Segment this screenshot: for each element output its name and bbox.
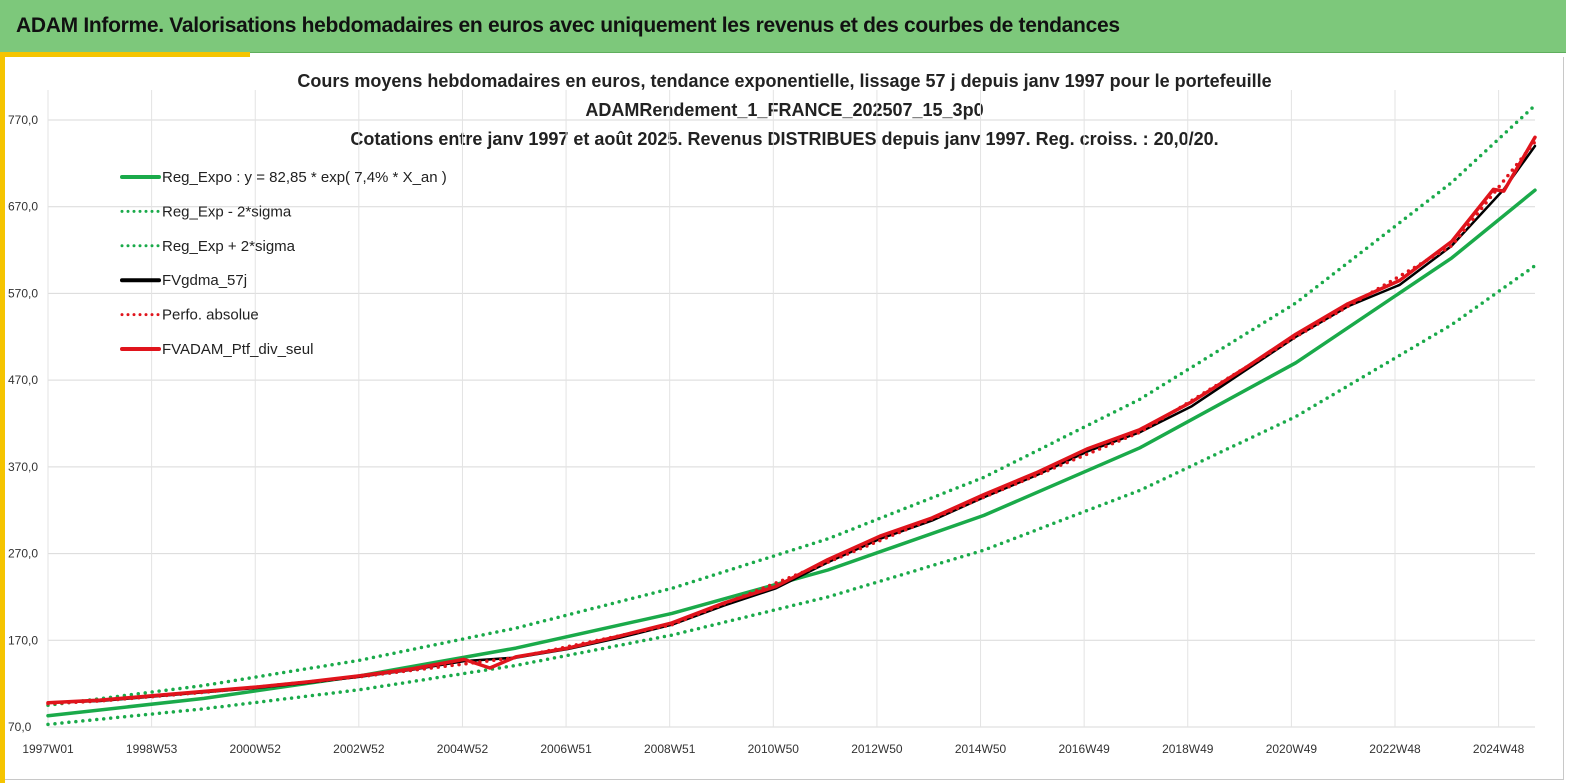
x-tick-label: 2018W49 bbox=[1162, 742, 1214, 756]
series-line-0 bbox=[46, 188, 1537, 718]
series-line-1 bbox=[46, 263, 1537, 727]
legend-label: FVADAM_Ptf_div_seul bbox=[162, 341, 313, 358]
legend-label: Reg_Expo : y = 82,85 * exp( 7,4% * X_an … bbox=[162, 169, 447, 186]
legend-label: Reg_Exp - 2*sigma bbox=[162, 203, 292, 220]
x-tick-label: 2004W52 bbox=[437, 742, 489, 756]
header-bar: ADAM Informe. Valorisations hebdomadaire… bbox=[0, 0, 1566, 53]
x-tick-label: 2016W49 bbox=[1058, 742, 1110, 756]
y-tick-label: 570,0 bbox=[8, 286, 38, 300]
x-tick-label: 2020W49 bbox=[1266, 742, 1318, 756]
x-tick-label: 2006W51 bbox=[540, 742, 592, 756]
chart-title-line-1: Cours moyens hebdomadaires en euros, ten… bbox=[297, 71, 1272, 91]
x-tick-label: 2022W48 bbox=[1369, 742, 1421, 756]
y-tick-label: 170,0 bbox=[8, 633, 38, 647]
series-line-2 bbox=[46, 103, 1537, 708]
series-line-5 bbox=[46, 135, 1537, 705]
x-tick-label: 2008W51 bbox=[644, 742, 696, 756]
x-tick-label: 2014W50 bbox=[955, 742, 1007, 756]
accent-left-bar bbox=[0, 52, 5, 783]
series-line-4 bbox=[46, 139, 1537, 706]
chart-frame bbox=[5, 57, 1564, 780]
y-tick-label: 770,0 bbox=[8, 113, 38, 127]
x-tick-label: 1997W01 bbox=[22, 742, 74, 756]
page-title: ADAM Informe. Valorisations hebdomadaire… bbox=[16, 14, 1120, 37]
accent-bar bbox=[0, 52, 250, 57]
y-tick-label: 370,0 bbox=[8, 460, 38, 474]
x-tick-label: 2012W50 bbox=[851, 742, 903, 756]
x-tick-label: 2010W50 bbox=[748, 742, 800, 756]
y-tick-label: 670,0 bbox=[8, 200, 38, 214]
y-tick-label: 70,0 bbox=[8, 720, 32, 734]
legend-label: Reg_Exp + 2*sigma bbox=[162, 238, 296, 255]
series-line-3 bbox=[46, 144, 1537, 704]
chart-title-line-2: ADAMRendement_1_FRANCE_202507_15_3p0 bbox=[585, 100, 984, 120]
x-tick-label: 2024W48 bbox=[1473, 742, 1525, 756]
x-tick-label: 2002W52 bbox=[333, 742, 385, 756]
y-tick-label: 470,0 bbox=[8, 373, 38, 387]
legend-label: FVgdma_57j bbox=[162, 272, 247, 289]
x-tick-label: 2000W52 bbox=[230, 742, 282, 756]
legend-label: Perfo. absolue bbox=[162, 307, 259, 324]
x-tick-label: 1998W53 bbox=[126, 742, 178, 756]
chart-title-line-3: Cotations entre janv 1997 et août 2025. … bbox=[350, 129, 1219, 149]
y-tick-label: 270,0 bbox=[8, 547, 38, 561]
